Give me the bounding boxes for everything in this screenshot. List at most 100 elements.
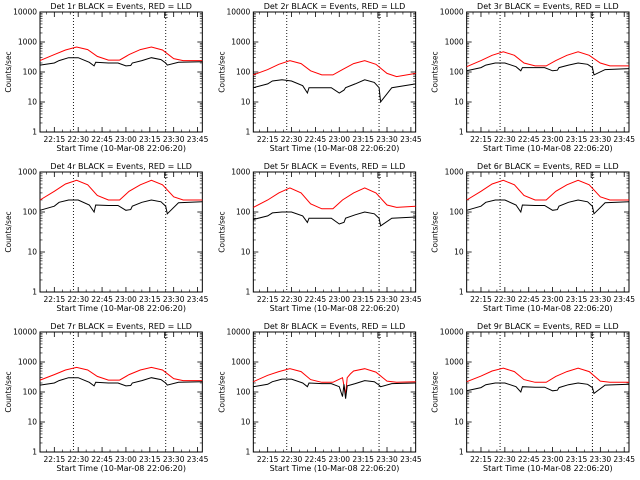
x-tick-label: 23:45 (187, 455, 209, 464)
x-axis-label: Start Time (10-Mar-08 22:06:20) (270, 464, 400, 473)
x-tick-label: 23:45 (187, 135, 209, 144)
chart-title: Det 2r BLACK = Events, RED = LLD (264, 2, 406, 11)
y-axis-label: Counts/sec (217, 211, 226, 252)
y-tick-label: 10 (454, 418, 464, 427)
x-axis-label: Start Time (10-Mar-08 22:06:20) (483, 304, 613, 313)
y-tick-label: 10 (241, 418, 251, 427)
x-tick-label: 22:15 (44, 295, 66, 304)
x-tick-label: 23:45 (613, 455, 635, 464)
chart-title: Det 7r BLACK = Events, RED = LLD (50, 322, 192, 331)
x-axis-label: Start Time (10-Mar-08 22:06:20) (270, 144, 400, 153)
y-tick-label: 100 (236, 388, 251, 397)
x-tick-label: 23:45 (400, 455, 422, 464)
y-tick-label: 1000 (18, 38, 37, 47)
panel-det-3: 1 10 100 1000 10000 22:15 22:30 22:45 23:00 23:15… (431, 2, 636, 153)
y-tick-label: 10 (27, 98, 37, 107)
series-line (466, 179, 629, 201)
y-tick-label: 1 (459, 288, 464, 297)
x-tick-label: 22:30 (67, 295, 89, 304)
y-tick-label: 1 (246, 448, 251, 457)
y-tick-label: 1 (32, 288, 37, 297)
y-tick-label: 100 (236, 68, 251, 77)
x-tick-label: 23:30 (590, 455, 612, 464)
x-tick-label: 23:00 (328, 295, 350, 304)
y-tick-label: 1000 (445, 358, 464, 367)
panel-det-5: 1 10 100 1000 22:15 22:30 22:45 23:00 23:15 23:30… (217, 162, 422, 313)
x-tick-label: 22:15 (257, 135, 279, 144)
y-axis-label: Counts/sec (217, 51, 226, 92)
x-tick-label: 23:00 (328, 455, 350, 464)
x-tick-label: 23:00 (542, 135, 564, 144)
x-tick-label: 23:45 (400, 135, 422, 144)
x-tick-label: 23:00 (328, 135, 350, 144)
y-tick-label: 100 (236, 208, 251, 217)
x-axis-label: Start Time (10-Mar-08 22:06:20) (56, 464, 186, 473)
series-line (39, 366, 203, 382)
y-tick-label: 100 (23, 208, 38, 217)
chart-title: Det 9r BLACK = Events, RED = LLD (477, 322, 619, 331)
chart-title: Det 5r BLACK = Events, RED = LLD (264, 162, 406, 171)
plot-frame (252, 171, 417, 293)
series-line (253, 60, 416, 78)
x-tick-label: 22:30 (67, 455, 89, 464)
x-tick-label: 23:45 (613, 295, 635, 304)
chart-title: Det 1r BLACK = Events, RED = LLD (50, 2, 192, 11)
x-tick-label: 23:30 (163, 295, 185, 304)
y-tick-label: 1000 (231, 38, 250, 47)
y-tick-label: 10 (241, 98, 251, 107)
corner-tag: E (377, 331, 382, 340)
corner-tag: E (590, 171, 595, 180)
panel-det-1: 1 10 100 1000 10000 22:15 22:30 22:45 23:00 23:15… (4, 2, 209, 153)
x-axis-label: Start Time (10-Mar-08 22:06:20) (483, 464, 613, 473)
y-tick-label: 10000 (226, 8, 250, 17)
x-axis-label: Start Time (10-Mar-08 22:06:20) (56, 144, 186, 153)
y-tick-label: 100 (449, 68, 464, 77)
series-line (253, 368, 416, 395)
plot-frame (39, 11, 203, 133)
x-tick-label: 22:30 (494, 455, 516, 464)
y-tick-label: 10 (454, 98, 464, 107)
panel-det-2: 1 10 100 1000 10000 22:15 22:30 22:45 23:00 23:15… (217, 2, 422, 153)
series-line (253, 79, 416, 104)
plot-frame (466, 11, 630, 133)
y-tick-label: 1 (459, 448, 464, 457)
x-tick-label: 23:45 (400, 295, 422, 304)
chart-title: Det 8r BLACK = Events, RED = LLD (264, 322, 406, 331)
y-axis-label: Counts/sec (431, 371, 440, 412)
x-tick-label: 23:15 (139, 455, 161, 464)
x-tick-label: 23:00 (115, 135, 137, 144)
x-tick-label: 23:15 (139, 295, 161, 304)
x-tick-label: 23:15 (566, 455, 588, 464)
x-tick-label: 23:15 (566, 295, 588, 304)
chart-title: Det 4r BLACK = Events, RED = LLD (50, 162, 192, 171)
x-tick-label: 23:30 (590, 295, 612, 304)
x-tick-label: 23:45 (187, 295, 209, 304)
x-tick-label: 23:15 (352, 135, 374, 144)
x-tick-label: 22:15 (257, 295, 279, 304)
corner-tag: E (590, 331, 595, 340)
x-tick-label: 22:15 (470, 135, 492, 144)
series-line (39, 46, 203, 62)
corner-tag: E (163, 11, 168, 20)
x-tick-label: 22:45 (305, 455, 327, 464)
series-line (39, 199, 203, 215)
x-tick-label: 23:15 (139, 135, 161, 144)
y-tick-label: 10 (27, 418, 37, 427)
y-tick-label: 10 (27, 248, 37, 257)
x-tick-label: 22:30 (67, 135, 89, 144)
x-tick-label: 22:15 (470, 455, 492, 464)
x-tick-label: 22:45 (91, 135, 113, 144)
x-tick-label: 22:30 (494, 135, 516, 144)
y-tick-label: 1000 (231, 168, 250, 177)
corner-tag: E (377, 11, 382, 20)
x-tick-label: 23:45 (613, 135, 635, 144)
x-tick-label: 22:45 (518, 135, 540, 144)
chart-title: Det 3r BLACK = Events, RED = LLD (477, 2, 619, 11)
y-axis-label: Counts/sec (4, 211, 13, 252)
x-tick-label: 22:30 (281, 455, 303, 464)
y-tick-label: 1 (246, 288, 251, 297)
x-axis-label: Start Time (10-Mar-08 22:06:20) (56, 304, 186, 313)
x-tick-label: 23:30 (590, 135, 612, 144)
x-tick-label: 23:30 (163, 135, 185, 144)
